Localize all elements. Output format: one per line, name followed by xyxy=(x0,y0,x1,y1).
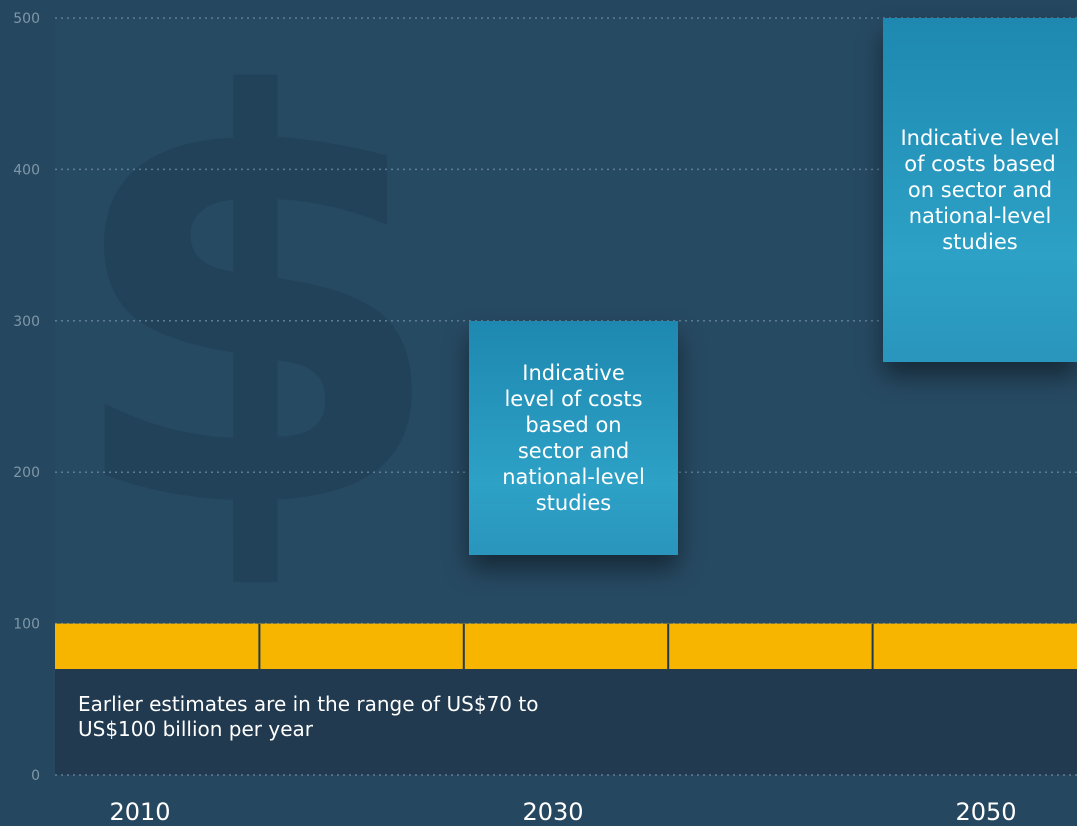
indicative-costs-box-2030: Indicative level of costs based on secto… xyxy=(469,320,678,556)
bar-segment xyxy=(259,623,464,670)
x-tick-label-2030: 2030 xyxy=(522,798,583,826)
x-tick-labels: 2010 2030 2050 xyxy=(109,798,1016,826)
y-tick-label: 0 xyxy=(31,768,40,784)
bar-segment xyxy=(872,623,1077,670)
y-tick-label: 200 xyxy=(13,465,40,481)
x-tick-label-2010: 2010 xyxy=(109,798,170,826)
y-tick-label: 300 xyxy=(13,314,40,330)
dollar-sign-icon: $ xyxy=(60,0,450,633)
bar-series xyxy=(55,623,1077,670)
y-tick-label: 400 xyxy=(13,162,40,178)
bar-segment xyxy=(463,623,669,670)
lower-band xyxy=(55,669,1077,775)
bar-segment xyxy=(55,623,260,670)
y-tick-labels: 0 100 200 300 400 500 xyxy=(13,11,40,784)
bar-segment xyxy=(668,623,873,670)
indicative-costs-box-2050: Indicative level of costs based on secto… xyxy=(883,18,1077,362)
indicative-costs-text: Indicative level of costs based on secto… xyxy=(502,361,645,516)
earlier-estimates-note: Earlier estimates are in the range of US… xyxy=(78,692,539,741)
y-tick-label: 100 xyxy=(13,617,40,633)
y-tick-label: 500 xyxy=(13,11,40,27)
indicative-costs-text: Indicative level of costs based on secto… xyxy=(900,125,1060,254)
x-tick-label-2050: 2050 xyxy=(955,798,1016,826)
svg-text:$: $ xyxy=(60,0,450,633)
